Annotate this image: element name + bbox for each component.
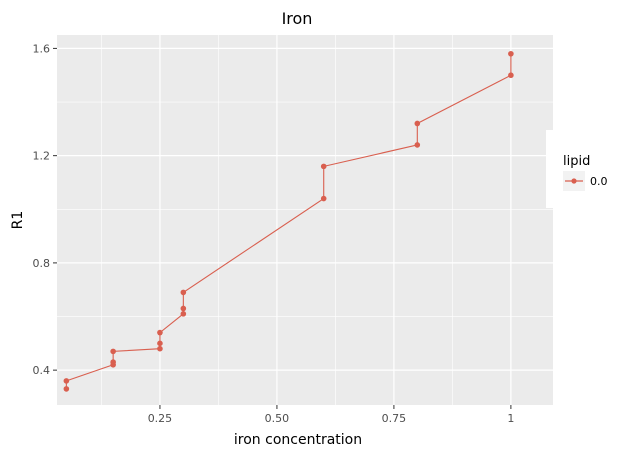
series-layer [63,50,514,392]
y-axis: 0.4 0.8 1.2 1.6 [33,42,57,377]
plot-panel [57,35,553,405]
legend: lipid 0.0 [546,130,634,208]
chart-title: Iron [282,9,313,28]
legend-background [546,130,634,208]
data-point [157,340,163,347]
y-axis-title: R1 [10,211,26,230]
y-tick-label: 1.6 [33,42,51,55]
data-point [320,195,327,202]
legend-title: lipid [563,154,590,169]
data-point [320,163,327,170]
data-point [157,345,163,352]
legend-entry-label: 0.0 [590,175,608,188]
grid-major [57,35,553,405]
data-point [508,50,514,57]
data-point [414,142,421,148]
data-point [63,386,70,392]
grid-minor [57,35,553,405]
y-tick-label: 1.2 [33,150,51,163]
data-point [63,378,70,384]
x-tick-label: 1 [507,412,514,425]
data-point [180,305,187,312]
y-tick-label: 0.8 [33,257,51,270]
data-point [180,311,187,317]
x-tick-label: 0.75 [382,412,407,425]
legend-key-point [571,178,577,184]
x-axis-title: iron concentration [234,432,362,448]
x-tick-label: 0.50 [265,412,290,425]
data-point [157,329,163,336]
data-point [508,72,514,79]
x-tick-label: 0.25 [148,412,173,425]
x-axis: 0.25 0.50 0.75 1 [148,405,514,425]
data-point [180,289,187,296]
data-point [110,348,116,355]
data-point [110,359,116,365]
data-point [414,120,421,127]
y-tick-label: 0.4 [33,364,51,377]
